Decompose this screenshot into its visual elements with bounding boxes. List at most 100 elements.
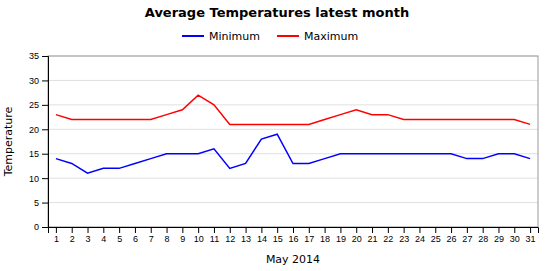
y-tick: 5	[34, 198, 48, 208]
y-tick-mark	[42, 105, 48, 106]
y-tick-mark	[42, 56, 48, 57]
x-tick-mark	[309, 227, 310, 233]
x-tick-label: 9	[180, 234, 185, 244]
x-tick: 11	[210, 227, 219, 244]
y-tick-mark	[42, 129, 48, 130]
x-tick-label: 19	[336, 234, 346, 244]
x-tick: 18	[320, 227, 330, 244]
x-tick-mark	[103, 227, 104, 233]
x-tick: 15	[273, 227, 283, 244]
y-tick-label: 20	[29, 125, 39, 135]
y-tick: 0	[34, 222, 48, 232]
y-tick: 30	[29, 76, 48, 86]
x-axis: 1234567891011121314151617181920212223242…	[49, 227, 539, 244]
x-tick-label: 14	[257, 234, 267, 244]
x-tick-label: 13	[241, 234, 251, 244]
chart-container: Average Temperatures latest monthMinimum…	[0, 0, 554, 271]
x-tick: 17	[304, 227, 314, 244]
x-tick: 23	[399, 227, 409, 244]
x-tick-mark	[167, 227, 168, 233]
x-tick-mark	[498, 227, 499, 233]
legend-swatch	[182, 35, 204, 37]
x-axis-title: May 2014	[266, 253, 320, 266]
x-tick-mark	[72, 227, 73, 233]
x-tick-label: 31	[526, 234, 536, 244]
x-tick-mark	[88, 227, 89, 233]
x-tick: 3	[86, 227, 91, 244]
x-tick-label: 23	[399, 234, 409, 244]
series-line	[56, 95, 530, 124]
legend-swatch	[277, 35, 299, 37]
x-tick: 22	[383, 227, 393, 244]
grid-line	[48, 80, 538, 81]
x-tick-mark	[483, 227, 484, 233]
x-tick-mark	[135, 227, 136, 233]
x-tick-mark	[151, 227, 152, 233]
x-tick-mark	[246, 227, 247, 233]
x-tick-mark	[119, 227, 120, 233]
x-tick: 29	[494, 227, 504, 244]
x-tick-label: 15	[273, 234, 283, 244]
x-tick: 12	[225, 227, 235, 244]
x-tick-label: 21	[368, 234, 378, 244]
x-tick: 31	[526, 227, 536, 244]
y-tick-mark	[42, 203, 48, 204]
x-tick-mark	[56, 227, 57, 233]
x-tick-mark	[388, 227, 389, 233]
y-tick-label: 0	[34, 222, 39, 232]
y-tick: 15	[29, 149, 48, 159]
x-tick-label: 10	[194, 234, 204, 244]
x-tick: 24	[415, 227, 425, 244]
x-tick: 20	[352, 227, 362, 244]
x-tick-label: 2	[70, 234, 75, 244]
x-tick: 7	[149, 227, 154, 244]
x-tick: 21	[368, 227, 378, 244]
y-tick: 25	[29, 100, 48, 110]
y-axis: 05101520253035	[29, 51, 49, 232]
x-tick: 16	[288, 227, 298, 244]
x-axis-line	[49, 228, 539, 234]
y-tick-mark	[42, 80, 48, 81]
x-tick-label: 20	[352, 234, 362, 244]
x-tick: 13	[241, 227, 251, 244]
x-tick-mark	[340, 227, 341, 233]
y-tick-label: 5	[34, 198, 39, 208]
grid-line	[48, 104, 538, 105]
y-axis-line	[42, 57, 49, 228]
y-tick-label: 10	[29, 174, 39, 184]
x-tick-mark	[293, 227, 294, 233]
x-tick-label: 18	[320, 234, 330, 244]
chart: Average Temperatures latest monthMinimum…	[0, 0, 554, 271]
x-tick-mark	[182, 227, 183, 233]
x-tick-label: 1	[54, 234, 59, 244]
x-tick-mark	[214, 227, 215, 233]
x-tick: 27	[462, 227, 472, 244]
x-tick-mark	[261, 227, 262, 233]
plot-frame	[48, 56, 538, 227]
x-tick-label: 25	[431, 234, 441, 244]
x-tick: 14	[257, 227, 267, 244]
x-tick: 25	[431, 227, 441, 244]
x-tick-label: 6	[133, 234, 138, 244]
legend-item: Minimum	[182, 30, 260, 43]
x-tick-label: 7	[149, 234, 154, 244]
x-tick: 8	[165, 227, 170, 244]
y-tick-mark	[42, 178, 48, 179]
grid-line	[48, 202, 538, 203]
x-tick-mark	[404, 227, 405, 233]
x-tick-mark	[451, 227, 452, 233]
x-tick-label: 8	[165, 234, 170, 244]
x-tick-label: 26	[447, 234, 457, 244]
legend-label: Minimum	[209, 30, 260, 43]
x-tick-label: 27	[462, 234, 472, 244]
y-tick-label: 15	[29, 149, 39, 159]
legend-item: Maximum	[277, 30, 358, 43]
x-tick-label: 3	[86, 234, 91, 244]
x-tick-label: 30	[510, 234, 520, 244]
legend-label: Maximum	[304, 30, 358, 43]
y-tick-mark	[42, 227, 48, 228]
x-tick-label: 24	[415, 234, 425, 244]
x-tick-label: 11	[210, 234, 219, 244]
y-tick-label: 25	[29, 100, 39, 110]
x-tick-mark	[419, 227, 420, 233]
